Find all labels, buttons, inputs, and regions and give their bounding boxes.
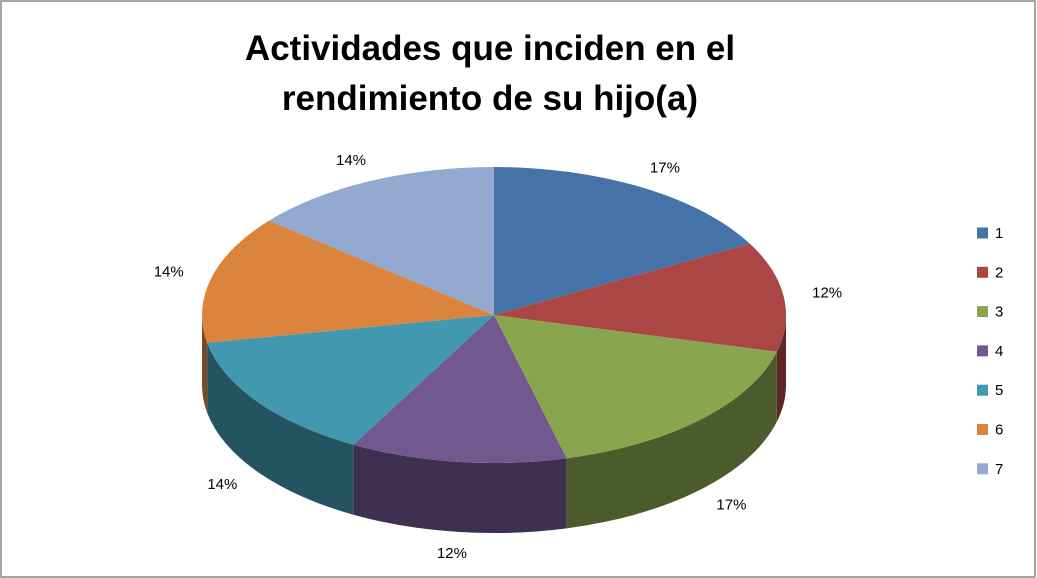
- legend-label: 7: [995, 461, 1003, 478]
- legend-label: 2: [995, 264, 1003, 281]
- slice: [207, 315, 494, 445]
- legend-swatch: [977, 266, 988, 278]
- data-label: 12%: [437, 545, 467, 562]
- legend-label: 3: [995, 304, 1003, 321]
- data-label: 17%: [716, 496, 746, 513]
- legend-label: 6: [995, 421, 1003, 438]
- legend-swatch: [977, 227, 988, 239]
- data-label: 14%: [207, 476, 237, 493]
- slice-side: [566, 351, 777, 529]
- legend-swatch: [977, 424, 988, 435]
- legend-swatch: [977, 463, 988, 475]
- legend-swatch: [977, 306, 988, 318]
- slice-side: [353, 444, 567, 533]
- data-label: 14%: [336, 152, 366, 169]
- data-label: 17%: [650, 159, 680, 176]
- slice: [269, 167, 494, 315]
- slice-side: [207, 342, 354, 515]
- slice: [494, 315, 777, 459]
- slice-side: [202, 315, 208, 413]
- data-label: 14%: [154, 264, 184, 281]
- slice: [201, 220, 494, 343]
- slice-side: [776, 315, 786, 422]
- data-label: 12%: [812, 285, 842, 302]
- legend-label: 4: [995, 343, 1003, 360]
- chart-title: Actividades que inciden en el rendimient…: [244, 29, 736, 118]
- slice: [353, 315, 567, 463]
- legend-label: 1: [995, 225, 1003, 242]
- legend-swatch: [977, 384, 988, 396]
- slice: [494, 167, 750, 315]
- legend-swatch: [977, 345, 988, 357]
- slice: [494, 243, 786, 352]
- legend-label: 5: [995, 382, 1003, 399]
